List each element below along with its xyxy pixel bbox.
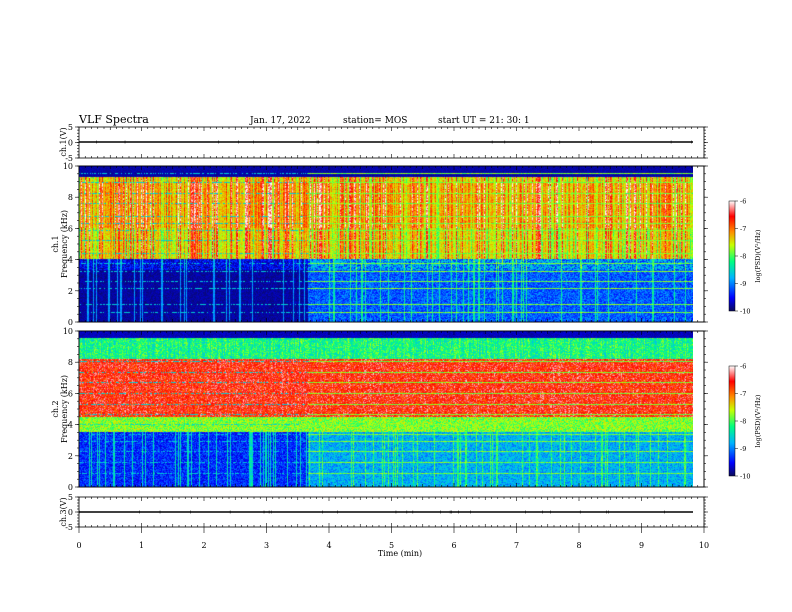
y-tick-label: 2 bbox=[68, 452, 73, 461]
ch1-spectrogram-ylabel: ch.1 Frequency (kHz) bbox=[51, 210, 69, 278]
y-tick-label: 0 bbox=[68, 139, 73, 148]
y-tick-label: 10 bbox=[63, 162, 73, 171]
y-tick-label: 8 bbox=[68, 358, 73, 367]
vlf-spectra-figure: VLF Spectra Jan. 17, 2022 station= MOS s… bbox=[0, 0, 792, 612]
colorbar-tick-label: -8 bbox=[740, 253, 746, 261]
ch2-colorbar: -6 -7 -8 -9 -10 log(PSD)(V²/Hz) bbox=[729, 363, 762, 481]
y-tick-label: 4 bbox=[68, 421, 73, 430]
station-label: station= MOS bbox=[343, 116, 407, 126]
colorbar-tick-label: -7 bbox=[740, 225, 746, 233]
colorbar-tick-label: -10 bbox=[740, 308, 750, 316]
y-tick-label: 0 bbox=[68, 318, 73, 327]
svg-text:ch.2: ch.2 bbox=[51, 400, 60, 417]
y-tick-label: 4 bbox=[68, 256, 73, 265]
x-tick-label: 3 bbox=[264, 541, 269, 550]
y-tick-label: 2 bbox=[68, 287, 73, 296]
colorbar-tick-label: -9 bbox=[740, 280, 746, 288]
y-tick-label: -5 bbox=[65, 523, 73, 532]
ch2-colorbar-label: log(PSD)(V²/Hz) bbox=[754, 394, 762, 447]
ch1-colorbar: -6 -7 -8 -9 -10 log(PSD)(V²/Hz) bbox=[729, 198, 762, 316]
start-time-label: start UT = 21: 30: 1 bbox=[438, 116, 530, 126]
figure-title: VLF Spectra bbox=[78, 113, 149, 126]
y-tick-label: 0 bbox=[68, 483, 73, 492]
x-tick-label: 10 bbox=[699, 541, 709, 550]
x-tick-label: 7 bbox=[514, 541, 519, 550]
colorbar-tick-label: -8 bbox=[740, 418, 746, 426]
y-tick-label: 6 bbox=[68, 389, 73, 398]
y-tick-label: 6 bbox=[68, 224, 73, 233]
ch1-colorbar-label: log(PSD)(V²/Hz) bbox=[754, 229, 762, 282]
y-tick-label: 5 bbox=[68, 493, 73, 502]
ch1-spectrogram bbox=[79, 166, 704, 322]
y-tick-label: 10 bbox=[63, 327, 73, 336]
x-axis-label: Time (min) bbox=[378, 549, 422, 558]
x-tick-label: 2 bbox=[201, 541, 206, 550]
x-tick-label: 4 bbox=[326, 541, 331, 550]
x-tick-label: 6 bbox=[451, 541, 456, 550]
y-tick-label: 5 bbox=[68, 123, 73, 132]
ch2-spectrogram-ylabel: ch.2 Frequency (kHz) bbox=[51, 375, 69, 443]
colorbar-tick-label: -10 bbox=[740, 473, 750, 481]
x-tick-label: 9 bbox=[639, 541, 644, 550]
colorbar-tick-label: -6 bbox=[740, 198, 746, 206]
svg-text:ch.1: ch.1 bbox=[51, 235, 60, 252]
svg-text:Frequency (kHz): Frequency (kHz) bbox=[60, 375, 69, 443]
x-tick-label: 8 bbox=[576, 541, 581, 550]
x-tick-label: 0 bbox=[76, 541, 81, 550]
y-tick-label: 0 bbox=[68, 508, 73, 517]
svg-text:Frequency (kHz): Frequency (kHz) bbox=[60, 210, 69, 278]
colorbar-tick-label: -6 bbox=[740, 363, 746, 371]
colorbar-tick-label: -7 bbox=[740, 390, 746, 398]
ch2-spectrogram bbox=[79, 331, 704, 487]
date-label: Jan. 17, 2022 bbox=[249, 116, 311, 126]
x-tick-label: 1 bbox=[139, 541, 144, 550]
colorbar-tick-label: -9 bbox=[740, 445, 746, 453]
y-tick-label: 8 bbox=[68, 193, 73, 202]
ch1-waveform-ylabel: ch.1(V) bbox=[59, 127, 68, 156]
